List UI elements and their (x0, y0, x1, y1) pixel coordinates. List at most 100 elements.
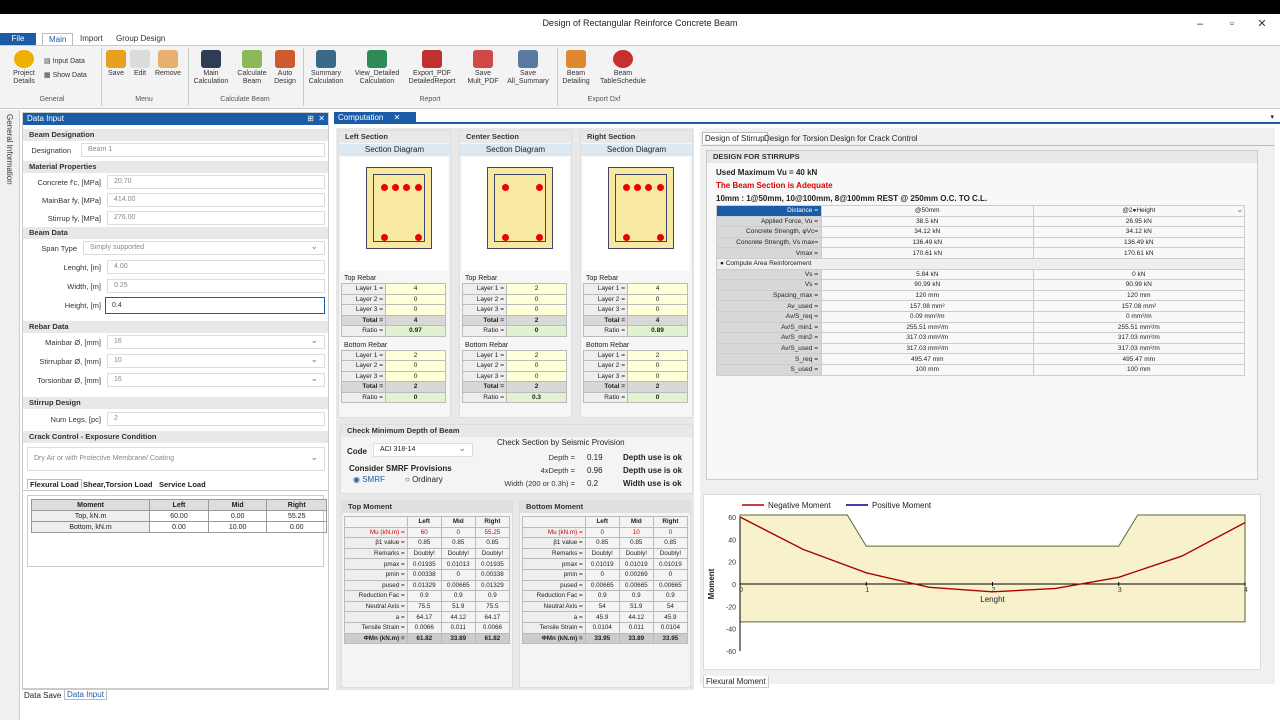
rebar-value[interactable]: 2 (506, 381, 567, 393)
rebar-value[interactable]: 2 (385, 381, 446, 393)
moment-row-label: pused = (522, 579, 586, 592)
rebar-value[interactable]: 0 (506, 370, 567, 382)
excel-icon (367, 50, 387, 68)
project-details-button[interactable]: Project Details (6, 50, 42, 86)
rebar-value[interactable]: 0 (627, 360, 688, 372)
edit-button[interactable]: Edit (128, 50, 152, 78)
summary-calculation-button[interactable]: Summary Calculation (305, 50, 347, 86)
tab-design-stirrup[interactable]: Design of Stirrup (702, 132, 768, 144)
tab-design-crack[interactable]: Design for Crack Control (830, 134, 918, 143)
save-all-summary-button[interactable]: Save All_Summary (504, 50, 552, 86)
tab-file[interactable]: File (0, 33, 36, 45)
auto-design-button[interactable]: Auto Design (272, 50, 298, 86)
maximize-icon[interactable]: ▫ (1230, 18, 1234, 30)
fys-input[interactable]: 276.00 (107, 211, 325, 225)
show-data-button[interactable]: ▦ Show Data (44, 72, 87, 79)
side-panel-tab[interactable]: General Information (0, 110, 20, 720)
load-cell[interactable]: 55.25 (266, 510, 327, 522)
exposure-select[interactable]: Dry Air or with Protective Membrane/ Coa… (27, 446, 325, 471)
rebar-value[interactable]: 2 (385, 349, 446, 361)
tab-main[interactable]: Main (42, 33, 74, 45)
designation-input[interactable]: Beam 1 (81, 143, 325, 157)
save-mult-pdf-button[interactable]: Save Mult_PDF (464, 50, 502, 86)
rebar-value[interactable]: 0 (627, 370, 688, 382)
tab-computation[interactable]: Computation ✕ (334, 112, 416, 124)
tab-data-save[interactable]: Data Save (24, 691, 62, 700)
rebar-value[interactable]: 0.89 (627, 325, 688, 337)
view-detailed-calculation-button[interactable]: View_Detailed Calculation (351, 50, 403, 86)
legs-input[interactable]: 2 (107, 412, 325, 426)
input-data-button[interactable]: ▤ Input Data (44, 58, 85, 65)
rebar-value[interactable]: 0 (506, 325, 567, 337)
load-cell[interactable]: 0.00 (149, 521, 209, 533)
tab-flexural-load[interactable]: Flexural Load (27, 479, 82, 489)
beam-table-schedule-button[interactable]: Beam TableSchedule (596, 50, 650, 86)
pin-icon[interactable]: ⊞ (307, 114, 314, 123)
rebar-value[interactable]: 2 (627, 349, 688, 361)
rebar-row-label: Total = (341, 381, 386, 393)
rebar-value[interactable]: 0 (385, 293, 446, 305)
rebar-value[interactable]: 0 (627, 304, 688, 316)
rebar-value[interactable]: 4 (627, 314, 688, 326)
save-button[interactable]: Save (104, 50, 128, 78)
tab-shear-torsion-load[interactable]: Shear,Torsion Load (83, 480, 153, 489)
stirrup-cell: 120 mm (821, 289, 1034, 302)
torsionbar-select[interactable]: 16 (107, 372, 325, 387)
rebar-value[interactable]: 0 (385, 360, 446, 372)
depth-value: 0.19 (587, 453, 603, 462)
span-select[interactable]: Simply supported (83, 240, 325, 255)
tab-flexural-moment[interactable]: Flexural Moment (703, 676, 769, 688)
width-input[interactable]: 0.25 (107, 279, 325, 293)
load-cell[interactable]: 10.00 (207, 521, 268, 533)
tab-import[interactable]: Import (80, 34, 103, 43)
calculate-beam-button[interactable]: Calculate Beam (233, 50, 271, 86)
ordinary-radio[interactable]: ○ Ordinary (405, 475, 443, 484)
rebar-value[interactable]: 4 (385, 314, 446, 326)
export-pdf-button[interactable]: Export_PDF DetailedReport (404, 50, 460, 86)
tab-design-torsion[interactable]: Design for Torsion (764, 134, 829, 143)
rebar-value[interactable]: 0 (385, 304, 446, 316)
rebar-value[interactable]: 0.3 (506, 391, 567, 403)
load-cell[interactable]: 60.00 (149, 510, 209, 522)
main-calculation-button[interactable]: Main Calculation (190, 50, 232, 86)
load-cell[interactable]: 0.00 (207, 510, 268, 522)
beam-detailing-button[interactable]: Beam Detailing (560, 50, 592, 86)
rebar-value[interactable]: 4 (627, 283, 688, 295)
rebar-value[interactable]: 2 (506, 349, 567, 361)
length-input[interactable]: 4.00 (107, 260, 325, 274)
rebar-rows: Mainbar Ø, [mm] 16 Stirrupbar Ø, [mm] 10 T… (23, 333, 328, 393)
rebar-value[interactable]: 0 (627, 391, 688, 403)
tab-data-input[interactable]: Data Input (64, 690, 107, 700)
load-cell[interactable]: 0.00 (266, 521, 327, 533)
code-select[interactable]: ACI 318-14 (373, 442, 473, 457)
beam-section-shape (366, 167, 432, 249)
close-icon[interactable]: ✕ (1257, 18, 1267, 30)
tab-dropdown-icon[interactable]: ▾ (1270, 114, 1274, 121)
smrf-radio[interactable]: ◉ SMRF (353, 475, 385, 484)
rebar-value[interactable]: 0.97 (385, 325, 446, 337)
rebar-value[interactable]: 4 (385, 283, 446, 295)
rebar-value[interactable]: 2 (627, 381, 688, 393)
remove-button[interactable]: Remove (152, 50, 184, 78)
rebar-value[interactable]: 0 (506, 360, 567, 372)
moment-header: Left (584, 516, 620, 528)
minimize-icon[interactable]: – (1196, 18, 1204, 30)
fc-input[interactable]: 20.70 (107, 175, 325, 189)
mainbar-select[interactable]: 16 (107, 334, 325, 349)
rebar-value[interactable]: 2 (506, 283, 567, 295)
rebar-value[interactable]: 0 (627, 293, 688, 305)
tab-group-design[interactable]: Group Design (116, 34, 166, 43)
height-input[interactable]: 0.4 (105, 297, 325, 314)
rebar-value[interactable]: 0 (385, 370, 446, 382)
moment-row-label: β1 value = (522, 537, 586, 549)
stirrupbar-select[interactable]: 10 (107, 353, 325, 368)
rebar-value[interactable]: 0 (506, 293, 567, 305)
tab-close-icon[interactable]: ✕ (393, 113, 401, 122)
tab-service-load[interactable]: Service Load (159, 480, 206, 489)
rebar-value[interactable]: 0 (385, 391, 446, 403)
panel-close-icon[interactable]: ✕ (318, 114, 325, 123)
rebar-value[interactable]: 2 (506, 314, 567, 326)
rebar-value[interactable]: 0 (506, 304, 567, 316)
fy-input[interactable]: 414.00 (107, 193, 325, 207)
moment-cell: Doubly! (584, 547, 620, 560)
